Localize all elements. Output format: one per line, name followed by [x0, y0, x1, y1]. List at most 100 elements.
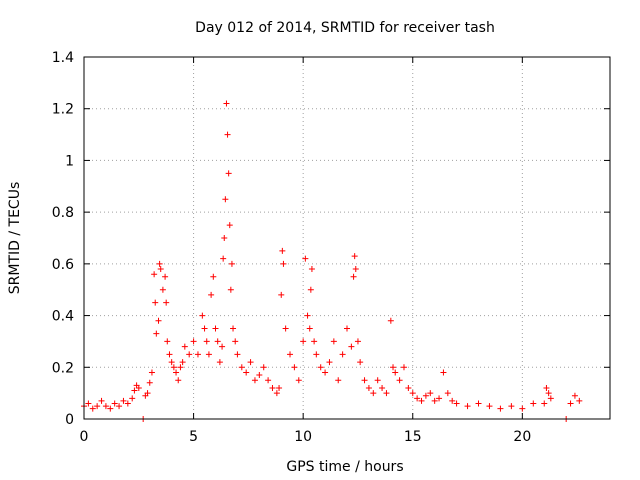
- data-point: [220, 255, 227, 262]
- data-point: [173, 369, 180, 376]
- y-tick-label: 0.2: [52, 360, 74, 376]
- data-point: [344, 325, 350, 332]
- data-point: [519, 405, 526, 412]
- data-point: [214, 338, 221, 345]
- data-point: [234, 351, 241, 358]
- data-point: [545, 390, 552, 397]
- data-point: [163, 299, 170, 306]
- data-point: [354, 338, 361, 345]
- data-point: [201, 325, 208, 332]
- data-point: [212, 325, 219, 332]
- data-point: [89, 405, 96, 412]
- data-point: [230, 325, 237, 332]
- data-point: [131, 387, 138, 394]
- data-point: [181, 343, 188, 350]
- data-point: [199, 312, 206, 319]
- data-point: [135, 384, 142, 391]
- data-point: [221, 235, 228, 241]
- data-point: [222, 196, 229, 203]
- x-tick-label: 10: [294, 429, 312, 445]
- data-point: [232, 338, 239, 345]
- data-point: [311, 338, 318, 345]
- y-tick-label: 1.2: [52, 102, 74, 118]
- data-point: [225, 170, 232, 177]
- data-point: [453, 400, 460, 407]
- data-point: [304, 312, 311, 319]
- data-point: [280, 260, 287, 267]
- data-point: [431, 397, 438, 404]
- y-tick-label: 1: [65, 153, 74, 169]
- data-point: [216, 359, 223, 366]
- data-point: [352, 266, 359, 273]
- data-point: [436, 395, 443, 402]
- data-point: [567, 400, 574, 407]
- data-point: [190, 338, 197, 345]
- data-point: [308, 266, 315, 273]
- data-point: [543, 384, 550, 391]
- data-point: [444, 390, 451, 397]
- data-point: [418, 397, 425, 404]
- data-point: [541, 400, 548, 407]
- data-point: [486, 403, 493, 410]
- data-point: [120, 397, 127, 404]
- data-point: [322, 369, 329, 376]
- data-point: [269, 384, 276, 391]
- data-point: [107, 405, 114, 412]
- data-point: [226, 222, 233, 229]
- data-point: [152, 299, 159, 306]
- data-point: [335, 377, 342, 384]
- data-point: [276, 384, 283, 391]
- data-point: [208, 291, 215, 298]
- data-point: [210, 273, 217, 280]
- plot-frame: [83, 56, 611, 420]
- data-point: [427, 390, 434, 397]
- y-tick-labels: 0 0.2 0.4 0.6 0.8 1 1.2 1.4: [52, 50, 74, 428]
- data-point: [144, 390, 151, 397]
- data-point: [238, 364, 245, 371]
- data-point: [390, 364, 397, 371]
- chart-title: Day 012 of 2014, SRMTID for receiver tas…: [195, 20, 495, 36]
- data-point: [102, 403, 109, 410]
- data-point: [351, 253, 358, 260]
- data-point: [179, 359, 186, 366]
- data-point: [383, 390, 390, 397]
- x-tick-labels: 0 5 10 15 20: [80, 429, 532, 445]
- data-point: [256, 372, 263, 379]
- data-point: [247, 359, 254, 366]
- y-axis-label: SRMTID / TECUs: [7, 182, 23, 295]
- data-point: [306, 325, 313, 332]
- data-point: [464, 403, 471, 410]
- data-point: [162, 273, 169, 280]
- x-tick-label: 5: [189, 429, 198, 445]
- data-point: [361, 377, 368, 384]
- data-point: [219, 343, 226, 350]
- data-point: [164, 338, 171, 345]
- data-point: [547, 395, 554, 402]
- data-point: [124, 400, 131, 407]
- data-point: [243, 369, 250, 376]
- data-point: [273, 390, 280, 397]
- data-point: [449, 397, 456, 404]
- data-point: [153, 330, 160, 337]
- data-point: [157, 266, 164, 273]
- data-point: [571, 392, 578, 399]
- data-point: [265, 377, 272, 384]
- data-point: [357, 359, 364, 366]
- data-point: [279, 247, 286, 254]
- data-point: [260, 364, 267, 371]
- data-point: [228, 260, 235, 267]
- data-point: [414, 395, 421, 402]
- data-point: [409, 390, 416, 397]
- data-point: [302, 255, 309, 262]
- x-tick-label: 20: [513, 429, 531, 445]
- data-point: [508, 403, 515, 410]
- data-point: [151, 271, 158, 278]
- data-point: [177, 364, 184, 371]
- data-point: [370, 390, 377, 397]
- data-point: [307, 286, 314, 293]
- y-tick-label: 1.4: [52, 50, 74, 66]
- data-point: [350, 273, 357, 280]
- data-point: [159, 286, 166, 293]
- y-tick-label: 0: [65, 412, 74, 428]
- data-point: [387, 317, 394, 324]
